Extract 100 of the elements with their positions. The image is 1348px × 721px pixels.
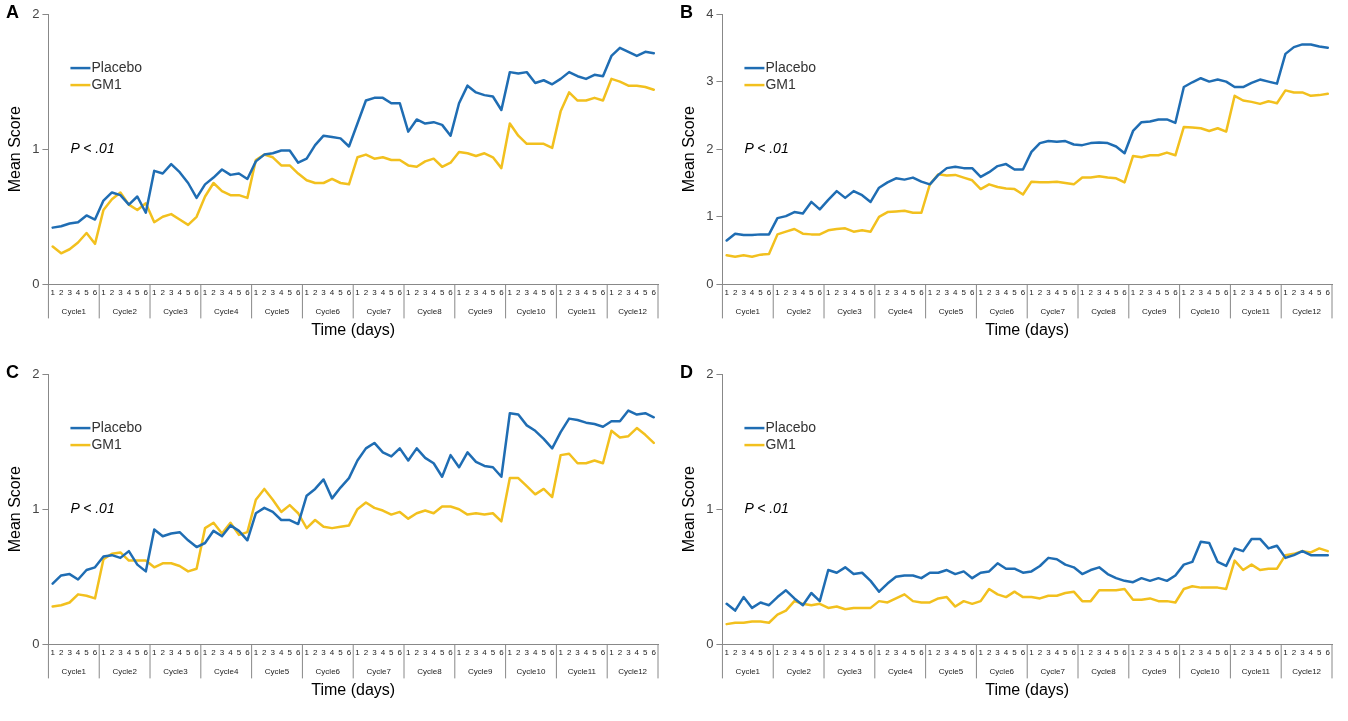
x-tick-label: 3: [893, 288, 899, 298]
text: Cycle1: [61, 666, 87, 676]
text: Cycle12: [1292, 666, 1322, 676]
x-tick-label: 6: [817, 288, 823, 298]
x-tick-label: 4: [279, 648, 285, 658]
x-tick-label: 5: [135, 648, 141, 658]
x-tick-label: 4: [482, 648, 488, 658]
y-tick-label: 1: [706, 208, 714, 224]
x-tick-label: 3: [995, 648, 1001, 658]
x-tick-label: 6: [600, 648, 606, 658]
x-tick-label: 5: [84, 288, 90, 298]
x-tick-label: 5: [1215, 648, 1221, 658]
text: Cycle10: [1190, 666, 1221, 676]
x-tick-label: 3: [626, 288, 632, 298]
x-tick-label: 2: [1240, 648, 1246, 658]
x-tick-label: 2: [58, 648, 64, 658]
x-tick-label: 1: [355, 648, 361, 658]
x-tick-label: 1: [978, 288, 984, 298]
text: Cycle9: [1141, 666, 1167, 676]
x-tick-label: 3: [741, 288, 747, 298]
x-tick-label: 2: [312, 288, 318, 298]
text: Cycle11: [567, 306, 597, 316]
text: Cycle8: [1091, 666, 1117, 676]
x-tick-label: 4: [583, 288, 589, 298]
x-tick-label: 6: [1122, 648, 1128, 658]
x-tick-label: 1: [253, 288, 259, 298]
x-tick-label: 3: [1147, 288, 1153, 298]
x-tick-label: 1: [876, 648, 882, 658]
y-axis-title: Mean Score: [680, 465, 698, 553]
x-tick-label: 3: [168, 288, 174, 298]
x-tick-label: 2: [1037, 648, 1043, 658]
x-tick-label: 1: [456, 288, 462, 298]
x-tick-label: 1: [50, 288, 56, 298]
text: Cycle6: [989, 306, 1015, 316]
x-tick-label: 5: [389, 648, 395, 658]
x-tick-label: 2: [732, 648, 738, 658]
x-tick-label: 4: [1003, 648, 1009, 658]
x-tick-label: 4: [800, 648, 806, 658]
x-tick-label: 3: [1300, 288, 1306, 298]
x-tick-label: 5: [236, 288, 242, 298]
x-tick-label: 6: [346, 288, 352, 298]
x-tick-label: 2: [936, 648, 942, 658]
x-tick-label: 6: [817, 648, 823, 658]
y-tick-label: 0: [706, 635, 714, 651]
x-tick-label: 3: [944, 648, 950, 658]
x-tick-label: 1: [876, 288, 882, 298]
x-tick-label: 1: [50, 648, 56, 658]
x-tick-label: 5: [338, 648, 344, 658]
y-tick-label: 2: [706, 140, 714, 156]
x-tick-label: 6: [245, 288, 251, 298]
x-tick-label: 3: [524, 288, 530, 298]
x-tick-label: 2: [1139, 288, 1145, 298]
x-tick-label: 6: [245, 648, 251, 658]
annotation: P < .01: [744, 140, 789, 157]
text: Cycle8: [417, 666, 443, 676]
x-tick-label: 5: [185, 288, 191, 298]
x-tick-label: 3: [321, 288, 327, 298]
text: Cycle7: [1040, 306, 1066, 316]
x-tick-label: 5: [592, 648, 598, 658]
x-tick-label: 2: [465, 648, 471, 658]
x-tick-label: 4: [1207, 648, 1213, 658]
text: Cycle12: [618, 666, 648, 676]
x-tick-label: 2: [1190, 648, 1196, 658]
x-tick-label: 3: [372, 648, 378, 658]
text: Cycle4: [887, 666, 913, 676]
text: Cycle7: [1040, 666, 1066, 676]
x-tick-label: 5: [236, 648, 242, 658]
x-tick-label: 2: [834, 288, 840, 298]
x-tick-label: 5: [643, 288, 649, 298]
x-axis-title: Time (days): [311, 320, 396, 338]
x-tick-label: 3: [118, 648, 124, 658]
x-tick-label: 1: [826, 288, 832, 298]
text: Cycle5: [938, 666, 964, 676]
x-tick-label: 5: [1317, 288, 1323, 298]
x-tick-label: 6: [92, 288, 98, 298]
x-tick-label: 3: [995, 288, 1001, 298]
x-tick-label: 1: [558, 648, 564, 658]
x-tick-label: 5: [758, 288, 764, 298]
x-tick-label: 3: [944, 288, 950, 298]
x-tick-label: 4: [1156, 648, 1162, 658]
x-tick-label: 5: [84, 648, 90, 658]
x-tick-label: 1: [1130, 648, 1136, 658]
x-tick-label: 3: [168, 648, 174, 658]
x-tick-label: 4: [431, 648, 437, 658]
x-tick-label: 6: [1223, 648, 1229, 658]
x-tick-label: 5: [1317, 648, 1323, 658]
x-tick-label: 4: [1207, 288, 1213, 298]
x-tick-label: 6: [1223, 288, 1229, 298]
x-tick-label: 4: [953, 648, 959, 658]
x-tick-label: 3: [575, 648, 581, 658]
x-tick-label: 4: [177, 648, 183, 658]
x-tick-label: 4: [1257, 288, 1263, 298]
x-tick-label: 4: [177, 288, 183, 298]
x-tick-label: 6: [397, 288, 403, 298]
x-tick-label: 1: [152, 648, 158, 658]
x-tick-label: 1: [152, 288, 158, 298]
x-tick-label: 3: [422, 648, 428, 658]
x-tick-label: 6: [295, 648, 301, 658]
x-tick-label: 5: [439, 648, 445, 658]
x-tick-label: 1: [304, 288, 310, 298]
